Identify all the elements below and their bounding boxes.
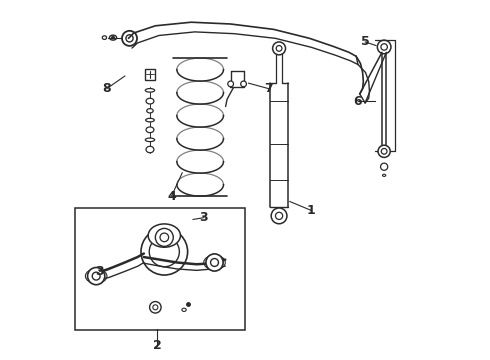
Text: 4: 4 [167, 190, 176, 203]
Circle shape [206, 254, 223, 271]
Text: 6: 6 [354, 95, 362, 108]
Text: 3: 3 [96, 265, 104, 278]
Circle shape [377, 40, 391, 54]
Ellipse shape [148, 224, 180, 247]
Ellipse shape [146, 138, 155, 141]
Circle shape [241, 81, 246, 87]
Circle shape [378, 145, 390, 157]
Ellipse shape [147, 109, 153, 113]
Text: 5: 5 [361, 35, 369, 49]
Circle shape [141, 228, 188, 275]
Text: 2: 2 [153, 339, 162, 352]
Circle shape [149, 302, 161, 313]
Bar [74, 208, 245, 330]
Circle shape [155, 228, 173, 246]
Circle shape [88, 267, 105, 285]
Text: 7: 7 [264, 82, 272, 95]
Circle shape [271, 208, 287, 224]
Circle shape [228, 81, 234, 87]
Ellipse shape [146, 98, 154, 104]
Ellipse shape [112, 36, 115, 39]
Circle shape [381, 163, 388, 170]
Text: 3: 3 [199, 211, 208, 224]
Bar [145, 69, 155, 80]
Text: 1: 1 [307, 204, 316, 217]
Ellipse shape [383, 174, 386, 176]
Text: 8: 8 [102, 82, 111, 95]
Circle shape [272, 42, 286, 55]
Ellipse shape [182, 308, 186, 311]
Ellipse shape [102, 36, 107, 40]
Ellipse shape [146, 118, 154, 122]
Ellipse shape [146, 127, 154, 133]
Ellipse shape [146, 146, 154, 153]
Ellipse shape [146, 89, 155, 92]
Ellipse shape [109, 35, 117, 40]
